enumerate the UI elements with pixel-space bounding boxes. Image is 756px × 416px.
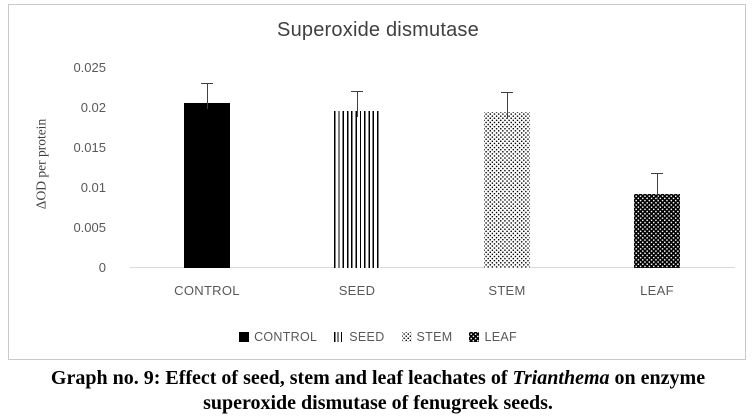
caption-line1-prefix: Graph no. 9: Effect of seed, stem and le…	[50, 367, 513, 389]
y-tick-label: 0.015	[73, 140, 106, 155]
y-tick-label: 0	[98, 260, 106, 275]
caption-line2: superoxide dismutase of fenugreek seeds.	[203, 392, 553, 414]
bar-seed	[334, 111, 380, 268]
y-tick-label: 0.025	[73, 60, 106, 75]
error-bar-line	[356, 91, 358, 117]
caption-species-italic: Trianthema	[512, 367, 610, 389]
x-category-label-leaf: LEAF	[640, 283, 674, 298]
vertical-stripes-swatch-icon	[334, 332, 345, 342]
legend-label-stem: STEM	[416, 330, 453, 344]
error-bar-cap	[201, 83, 213, 84]
legend: CONTROL SEED STEM LEAF	[0, 329, 756, 345]
bar-control	[184, 103, 230, 268]
caption-line1: Graph no. 9: Effect of seed, stem and le…	[51, 367, 705, 389]
x-category-label-control: CONTROL	[174, 283, 240, 298]
legend-item-seed: SEED	[334, 330, 384, 344]
error-bar-cap	[651, 173, 663, 174]
x-category-label-stem: STEM	[488, 283, 526, 298]
bar-leaf	[634, 194, 680, 268]
error-bar-line	[506, 92, 508, 118]
light-dots-swatch-icon	[401, 332, 412, 342]
chart-title: Superoxide dismutase	[277, 19, 479, 41]
error-bar-cap	[501, 92, 513, 93]
legend-item-control: CONTROL	[239, 330, 317, 344]
y-axis-title: ΔOD per protein	[33, 118, 49, 210]
error-bar-cap	[351, 91, 363, 92]
dark-dots-swatch-icon	[469, 332, 480, 342]
legend-item-leaf: LEAF	[469, 330, 517, 344]
legend-item-stem: STEM	[401, 330, 453, 344]
y-tick-label: 0.02	[80, 100, 106, 115]
y-tick-label: 0.005	[73, 220, 106, 235]
error-bar-line	[656, 173, 658, 200]
bar-stem	[484, 112, 530, 268]
legend-label-seed: SEED	[349, 330, 385, 344]
legend-label-leaf: LEAF	[484, 330, 517, 344]
error-bar-line	[206, 83, 208, 109]
x-axis-line	[130, 267, 735, 268]
x-category-label-seed: SEED	[338, 283, 376, 298]
figure-caption: Graph no. 9: Effect of seed, stem and le…	[0, 366, 756, 416]
solid-black-swatch-icon	[239, 332, 250, 342]
legend-label-control: CONTROL	[254, 330, 318, 344]
caption-line1-suffix: on enzyme	[609, 367, 706, 389]
y-tick-label: 0.01	[80, 180, 106, 195]
